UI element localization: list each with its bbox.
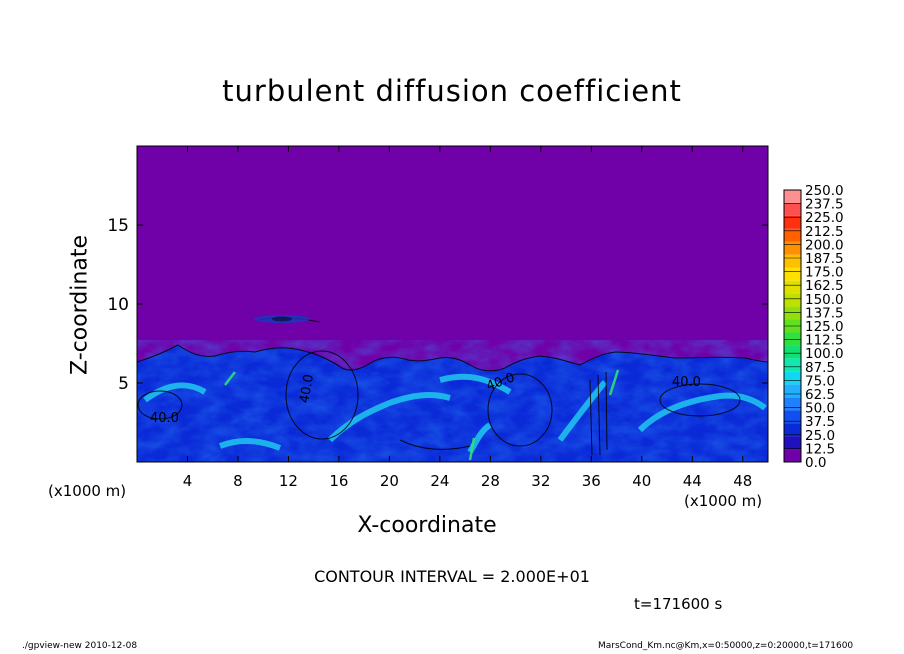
plot-area: 40.0 40.0 40.0 40.0 xyxy=(137,146,768,462)
x-unit-label-right: (x1000 m) xyxy=(684,492,763,510)
colorbar-swatch xyxy=(784,423,801,437)
colorbar-swatch xyxy=(784,202,801,216)
colorbar-label: 0.0 xyxy=(805,455,826,471)
contour-label: 40.0 xyxy=(672,375,701,390)
cloud-patch xyxy=(254,315,310,323)
colorbar-label: 162.5 xyxy=(805,278,844,294)
x-tick-label: 36 xyxy=(582,472,601,490)
y-axis-label: Z-coordinate xyxy=(67,235,93,375)
colorbar-swatch xyxy=(784,190,801,203)
x-tick-label: 40 xyxy=(632,472,651,490)
contour-label: 40.0 xyxy=(150,411,179,426)
colorbar-label: 150.0 xyxy=(805,292,844,308)
colorbar-label: 212.5 xyxy=(805,224,844,240)
colorbar-label: 75.0 xyxy=(805,373,835,389)
colorbar-label: 37.5 xyxy=(805,414,835,430)
x-tick-label: 8 xyxy=(233,472,243,490)
x-tick-label: 32 xyxy=(531,472,550,490)
colorbar-label: 200.0 xyxy=(805,237,844,253)
colorbar-swatch xyxy=(784,384,801,398)
colorbar-label: 62.5 xyxy=(805,387,835,403)
colorbar: 0.012.525.037.550.062.575.087.5100.0112.… xyxy=(783,183,844,471)
colorbar-swatch xyxy=(784,410,801,424)
y-tick-label: 15 xyxy=(107,216,129,236)
colorbar-swatch xyxy=(784,267,801,281)
x-tick-label: 4 xyxy=(183,472,193,490)
colorbar-swatch xyxy=(784,228,801,242)
colorbar-label: 125.0 xyxy=(805,319,844,335)
colorbar-label: 237.5 xyxy=(805,197,844,213)
colorbar-label: 137.5 xyxy=(805,305,844,321)
colorbar-swatch xyxy=(784,345,801,359)
colorbar-label: 112.5 xyxy=(805,333,844,349)
colorbar-label: 250.0 xyxy=(805,183,844,199)
footer-left: ./gpview-new 2010-12-08 xyxy=(22,641,138,651)
colorbar-swatch xyxy=(784,371,801,385)
colorbar-swatch xyxy=(784,241,801,255)
colorbar-swatch xyxy=(784,254,801,268)
colorbar-swatch xyxy=(784,215,801,229)
colorbar-label: 12.5 xyxy=(805,441,835,457)
x-axis-label: X-coordinate xyxy=(357,513,497,538)
colorbar-swatch xyxy=(784,397,801,411)
x-axis: 4 8 12 16 20 24 28 32 36 40 44 48 xyxy=(183,146,752,490)
y-axis: 5 10 15 xyxy=(107,216,768,394)
contour-label: 40.0 xyxy=(297,373,317,404)
x-unit-label-left: (x1000 m) xyxy=(48,482,127,500)
x-tick-label: 28 xyxy=(481,472,500,490)
y-tick-label: 5 xyxy=(118,374,129,394)
x-tick-label: 16 xyxy=(329,472,348,490)
colorbar-swatch xyxy=(784,280,801,294)
x-tick-label: 20 xyxy=(380,472,399,490)
colorbar-label: 100.0 xyxy=(805,346,844,362)
colorbar-label: 25.0 xyxy=(805,428,835,444)
footer-right: MarsCond_Km.nc@Km,x=0:50000,z=0:20000,t=… xyxy=(598,641,854,651)
contour-interval: CONTOUR INTERVAL = 2.000E+01 xyxy=(314,567,590,586)
colorbar-label: 175.0 xyxy=(805,265,844,281)
x-tick-label: 12 xyxy=(279,472,298,490)
colorbar-swatch xyxy=(784,436,801,450)
colorbar-label: 225.0 xyxy=(805,210,844,226)
colorbar-label: 50.0 xyxy=(805,401,835,417)
colorbar-swatch xyxy=(784,306,801,320)
colorbar-label: 87.5 xyxy=(805,360,835,376)
x-tick-label: 44 xyxy=(683,472,702,490)
x-tick-label: 48 xyxy=(733,472,752,490)
colorbar-swatch xyxy=(784,332,801,346)
green-streaks xyxy=(224,369,620,461)
chart-title: turbulent diffusion coefficient xyxy=(222,74,682,108)
y-tick-label: 10 xyxy=(107,295,129,315)
colorbar-swatch xyxy=(784,449,801,462)
x-tick-label: 24 xyxy=(430,472,449,490)
colorbar-swatch xyxy=(784,293,801,307)
colorbar-swatch xyxy=(784,358,801,372)
time-label: t=171600 s xyxy=(634,595,723,613)
colorbar-label: 187.5 xyxy=(805,251,844,267)
